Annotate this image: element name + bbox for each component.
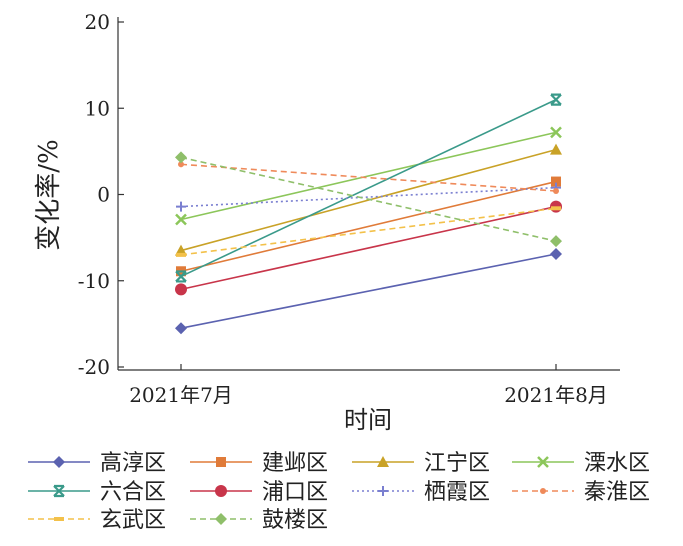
legend-item: 浦口区 [190, 480, 328, 505]
data-point-marker [553, 188, 559, 195]
data-point-marker [550, 93, 562, 106]
legend-marker [378, 486, 388, 496]
legend-marker [216, 457, 226, 467]
series-江宁区 [175, 143, 562, 256]
legend-marker [215, 485, 227, 497]
legend-marker [537, 456, 549, 468]
x-tick-label: 2021年8月 [504, 383, 608, 407]
legend-label: 江宁区 [424, 451, 490, 476]
data-point-marker [175, 322, 187, 335]
data-point-marker [175, 213, 187, 226]
legend-label: 六合区 [100, 480, 166, 505]
y-tick-label: 0 [97, 183, 110, 207]
y-axis-label: 变化率/% [34, 139, 64, 250]
legend-item: 鼓楼区 [190, 508, 328, 533]
legend-marker [377, 456, 389, 467]
series-line [180, 205, 557, 291]
legend-item: 溧水区 [512, 451, 650, 476]
series-line [180, 180, 557, 273]
data-point-marker [176, 252, 186, 257]
legend-marker [215, 513, 227, 525]
legend-marker [540, 488, 546, 494]
series-line [180, 207, 557, 256]
legend-label: 浦口区 [262, 480, 328, 505]
legend-item: 六合区 [28, 480, 166, 505]
data-point-marker [175, 270, 187, 283]
data-point-marker [175, 244, 187, 256]
legend-marker [53, 484, 65, 498]
legend-label: 玄武区 [100, 508, 166, 533]
data-point-marker [175, 151, 187, 164]
series-line [180, 163, 557, 192]
series-溧水区 [175, 126, 562, 226]
data-point-marker [551, 206, 561, 211]
series-鼓楼区 [175, 151, 562, 248]
series-高淳区 [175, 248, 562, 335]
legend-label: 溧水区 [584, 451, 650, 476]
series-line [180, 253, 557, 329]
x-axis-label: 时间 [344, 406, 392, 434]
data-point-marker [551, 176, 561, 187]
legend-label: 建邺区 [262, 451, 328, 476]
y-tick-label: 10 [85, 96, 110, 120]
series-玄武区 [176, 206, 561, 257]
data-point-marker [550, 248, 562, 261]
series-line [180, 186, 557, 208]
legend-item: 高淳区 [28, 451, 166, 476]
legend-label: 秦淮区 [584, 480, 650, 505]
data-point-marker [175, 283, 187, 296]
series-lines [175, 93, 562, 335]
legend-item: 玄武区 [28, 508, 166, 533]
x-tick-label: 2021年7月 [129, 383, 233, 407]
data-point-marker [550, 126, 562, 139]
data-point-marker [550, 143, 562, 155]
series-line [180, 156, 557, 242]
legend-marker [54, 517, 64, 521]
data-point-marker [550, 235, 562, 248]
series-建邺区 [176, 176, 561, 277]
series-line [180, 131, 557, 221]
data-point-marker [176, 201, 186, 212]
legend-label: 栖霞区 [424, 480, 490, 505]
legend-label: 高淳区 [100, 451, 166, 476]
legend-item: 江宁区 [352, 451, 490, 476]
legend-item: 秦淮区 [512, 480, 650, 505]
legend-item: 栖霞区 [352, 480, 490, 505]
data-point-marker [178, 161, 184, 168]
series-line [180, 98, 557, 278]
series-line [180, 148, 557, 252]
series-秦淮区 [178, 161, 559, 195]
legend-item: 建邺区 [190, 451, 328, 476]
y-tick-label: 20 [85, 10, 110, 34]
y-tick-label: -10 [78, 269, 110, 293]
legend-marker [53, 456, 65, 468]
legend-label: 鼓楼区 [262, 508, 328, 533]
y-tick-label: -20 [78, 355, 110, 379]
axes: 20 10 0 -10 -20 2021年7月 2021年8月 [78, 10, 620, 407]
